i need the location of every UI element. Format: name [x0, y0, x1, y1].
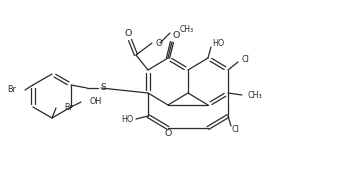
Text: O: O	[164, 130, 172, 139]
Text: Br: Br	[7, 85, 16, 94]
Text: O: O	[172, 31, 180, 40]
Text: HO: HO	[212, 39, 224, 48]
Text: O: O	[155, 39, 162, 48]
Text: O: O	[124, 30, 132, 39]
Text: Br: Br	[64, 102, 73, 112]
Text: CH₃: CH₃	[180, 25, 194, 34]
Text: CH₃: CH₃	[248, 92, 263, 101]
Text: S: S	[100, 84, 106, 93]
Text: Cl: Cl	[242, 56, 250, 65]
Text: OH: OH	[89, 98, 101, 107]
Text: Cl: Cl	[232, 125, 240, 134]
Text: HO: HO	[121, 116, 133, 125]
